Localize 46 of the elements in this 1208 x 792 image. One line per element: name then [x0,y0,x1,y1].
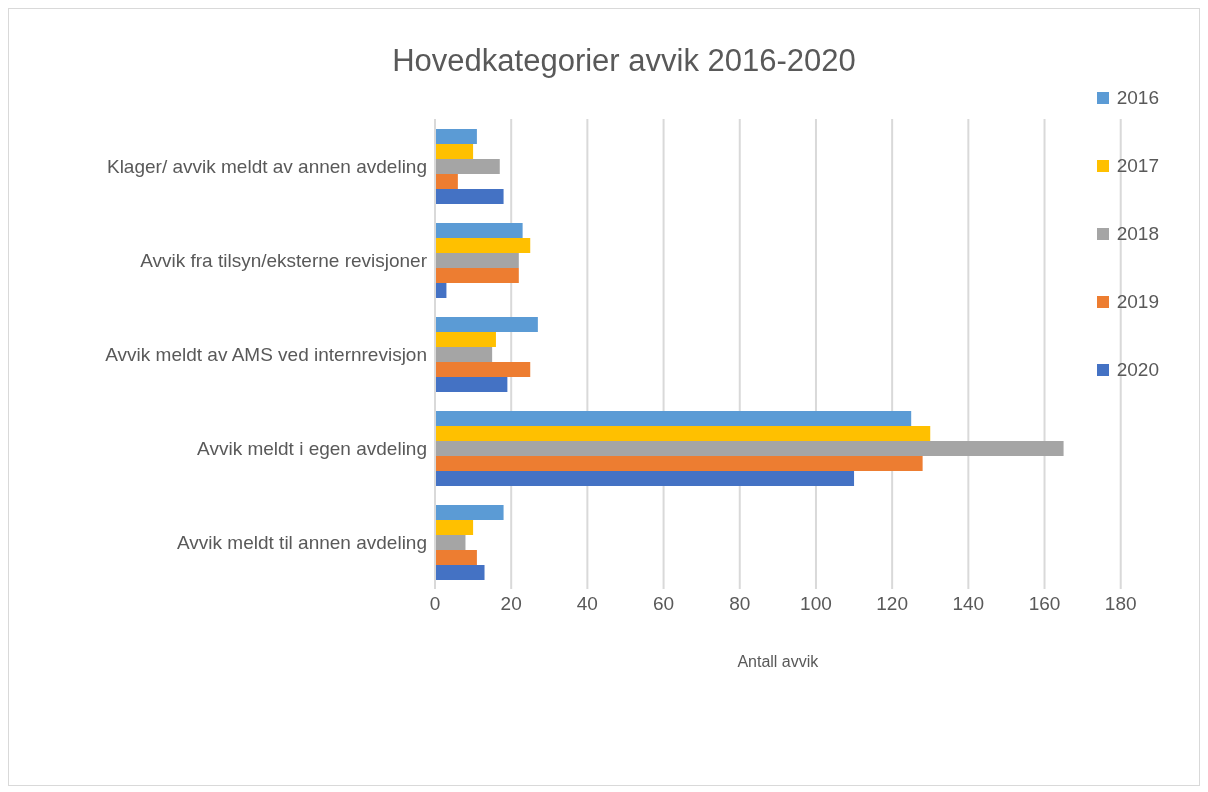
x-tick-label: 20 [500,593,522,615]
chart-title: Hovedkategorier avvik 2016-2020 [391,43,857,79]
y-tick-label: Avvik meldt av AMS ved internrevisjon [105,343,427,365]
bar [435,174,458,189]
bar [435,268,519,283]
x-tick-label: 120 [876,593,908,615]
x-tick-label: 100 [800,593,832,615]
bar [435,377,508,392]
bar [435,189,504,204]
bar [435,129,477,144]
x-tick-label: 60 [653,593,675,615]
legend-label: 2020 [1116,359,1159,381]
legend-label: 2017 [1116,155,1159,177]
x-tick-label: 140 [952,593,985,615]
bar [435,505,504,520]
bar [435,362,531,377]
bar [435,317,538,332]
y-tick-label: Avvik fra tilsyn/eksterne revisjoner [140,249,428,271]
bar [435,565,485,580]
bar [435,426,931,441]
x-tick-label: 0 [429,593,441,615]
legend-label: 2018 [1116,223,1159,245]
bar [435,332,496,347]
bar [435,159,500,174]
bar [435,223,523,238]
x-axis-title: Antall avvik [737,653,820,670]
x-tick-label: 80 [729,593,751,615]
bar [435,411,912,426]
x-tick-label: 160 [1028,593,1061,615]
y-tick-label: Avvik meldt til annen avdeling [177,531,427,553]
bar [435,456,923,471]
bar [435,253,519,268]
bar [435,441,1064,456]
y-tick-label: Avvik meldt i egen avdeling [197,437,427,459]
bar [435,238,531,253]
bar [435,471,855,486]
bar [435,535,466,550]
y-tick-label: Klager/ avvik meldt av annen avdeling [106,155,427,177]
bar [435,550,477,565]
bar [435,347,493,362]
bar [435,144,474,159]
legend-label: 2019 [1116,291,1159,313]
x-tick-label: 40 [576,593,598,615]
legend-label: 2016 [1116,87,1159,109]
bar [435,520,474,535]
x-tick-label: 180 [1104,593,1137,615]
